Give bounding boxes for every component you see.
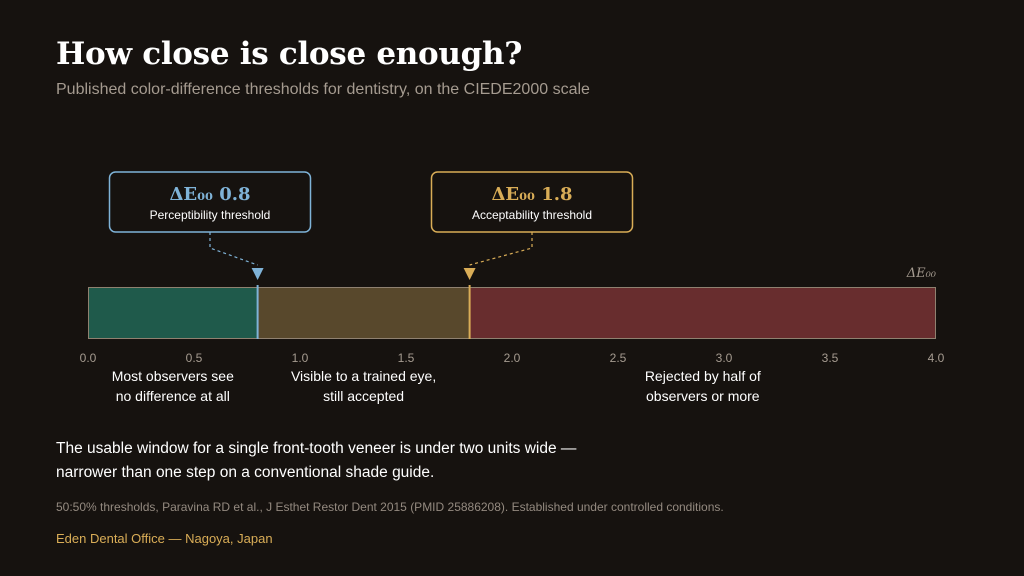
tick-label: 1.0 [292, 351, 309, 365]
tick-label: 2.0 [504, 351, 521, 365]
band-label-line-1: Visible to a trained eye, [291, 368, 436, 384]
band-label-line-2: no difference at all [116, 388, 230, 404]
threshold-leader-1 [469, 232, 533, 266]
threshold-value: ΔE₀₀ 1.8 [491, 184, 572, 205]
tick-label: 3.0 [716, 351, 733, 365]
threshold-leader-0 [209, 232, 258, 266]
tick-label: 0.5 [186, 351, 203, 365]
tick-label: 2.5 [610, 351, 627, 365]
tick-label: 4.0 [928, 351, 945, 365]
threshold-value: ΔE₀₀ 0.8 [169, 184, 250, 205]
axis-label: ΔE₀₀ [906, 266, 937, 281]
tick-label: 0.0 [80, 351, 97, 365]
band-2 [469, 287, 936, 339]
bar-outline [88, 287, 936, 339]
threshold-marker-1 [463, 268, 476, 280]
band-label-line-2: still accepted [323, 388, 404, 404]
band-1 [257, 287, 470, 339]
source-note: 50:50% thresholds, Paravina RD et al., J… [56, 500, 724, 514]
credit-line: Eden Dental Office — Nagoya, Japan [56, 531, 273, 546]
takeaway-line-2: narrower than one step on a conventional… [56, 464, 435, 481]
takeaway-text: The usable window for a single front-too… [56, 437, 676, 485]
band-0 [88, 287, 258, 339]
tick-label: 1.5 [398, 351, 415, 365]
band-label-line-2: observers or more [646, 388, 760, 404]
takeaway-line-1: The usable window for a single front-too… [56, 440, 577, 457]
band-label-line-1: Rejected by half of [645, 368, 761, 384]
threshold-description: Acceptability threshold [472, 208, 592, 222]
threshold-marker-0 [251, 268, 264, 280]
threshold-callout-1 [430, 171, 634, 233]
chart-subtitle: Published color-difference thresholds fo… [56, 81, 590, 98]
tick-label: 3.5 [822, 351, 839, 365]
band-label-line-1: Most observers see [112, 368, 234, 384]
threshold-callout-0 [108, 171, 312, 233]
chart-title: How close is close enough? [56, 36, 523, 72]
threshold-description: Perceptibility threshold [150, 208, 271, 222]
